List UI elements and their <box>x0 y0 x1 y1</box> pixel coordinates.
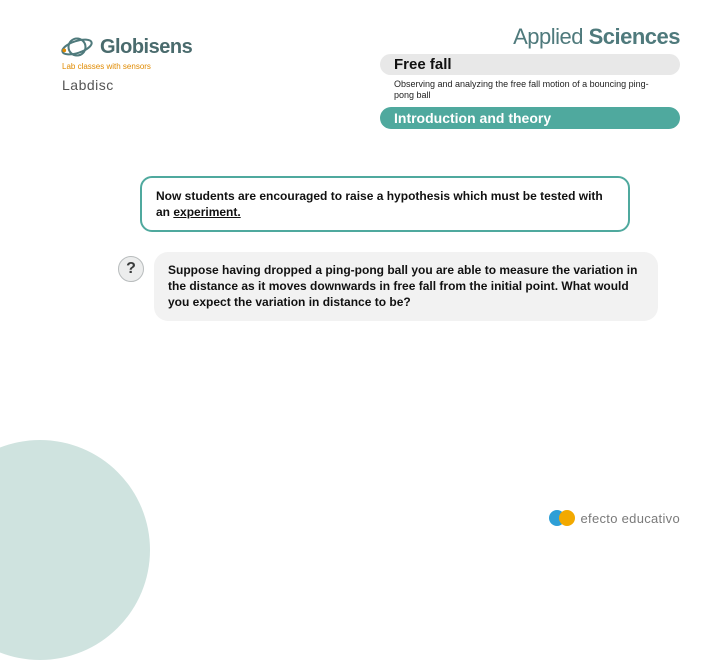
title-bar: Free fall <box>380 54 680 75</box>
hypothesis-text-underlined: experiment. <box>173 205 240 219</box>
question-text: Suppose having dropped a ping-pong ball … <box>168 262 644 311</box>
section-bar: Introduction and theory <box>380 107 680 129</box>
brand-name: Globisens <box>100 36 192 59</box>
question-box: Suppose having dropped a ping-pong ball … <box>154 252 658 321</box>
brand-sub: Labdisc <box>62 77 240 93</box>
footer-logo: efecto educativo <box>549 510 680 526</box>
hypothesis-text: Now students are encouraged to raise a h… <box>156 188 614 220</box>
question-row: ? Suppose having dropped a ping-pong bal… <box>118 252 658 321</box>
header-block: Applied Sciences Free fall Observing and… <box>380 24 680 129</box>
hypothesis-box: Now students are encouraged to raise a h… <box>140 176 630 232</box>
footer-logo-icon <box>549 510 575 526</box>
decorative-circle <box>0 440 150 660</box>
title-text: Free fall <box>394 56 666 73</box>
subtitle-text: Observing and analyzing the free fall mo… <box>380 79 680 107</box>
brand-logo-row: Globisens <box>60 30 240 64</box>
brand-logo-block: Globisens Lab classes with sensors Labdi… <box>60 30 240 93</box>
footer-logo-text: efecto educativo <box>581 511 680 526</box>
section-text: Introduction and theory <box>394 110 666 126</box>
brand-tagline: Lab classes with sensors <box>62 62 240 71</box>
question-mark-icon: ? <box>118 256 144 282</box>
category-label: Applied Sciences <box>380 24 680 50</box>
globe-icon <box>60 30 94 64</box>
